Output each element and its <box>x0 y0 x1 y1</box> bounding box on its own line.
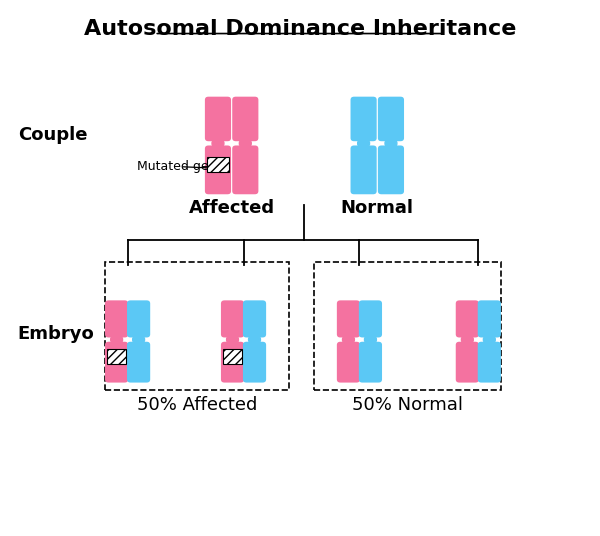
FancyBboxPatch shape <box>478 342 501 383</box>
Text: Embryo: Embryo <box>17 325 94 343</box>
FancyBboxPatch shape <box>378 96 404 141</box>
Text: 50% Affected: 50% Affected <box>137 396 257 414</box>
Text: Affected: Affected <box>188 199 275 217</box>
FancyBboxPatch shape <box>221 342 244 383</box>
FancyBboxPatch shape <box>337 300 360 338</box>
Bar <box>207 157 229 172</box>
Circle shape <box>461 334 473 345</box>
Circle shape <box>385 138 397 148</box>
FancyBboxPatch shape <box>105 300 128 338</box>
Text: Normal: Normal <box>341 199 414 217</box>
FancyBboxPatch shape <box>456 342 479 383</box>
FancyBboxPatch shape <box>243 300 266 338</box>
FancyBboxPatch shape <box>105 342 128 383</box>
FancyBboxPatch shape <box>337 342 360 383</box>
Circle shape <box>110 334 122 345</box>
Circle shape <box>484 334 495 345</box>
Circle shape <box>248 334 260 345</box>
Circle shape <box>358 138 370 148</box>
FancyBboxPatch shape <box>232 96 259 141</box>
Circle shape <box>364 334 376 345</box>
FancyBboxPatch shape <box>243 342 266 383</box>
Text: Autosomal Dominance Inheritance: Autosomal Dominance Inheritance <box>84 19 516 39</box>
Circle shape <box>227 334 238 345</box>
Circle shape <box>343 334 355 345</box>
FancyBboxPatch shape <box>232 145 259 194</box>
FancyBboxPatch shape <box>456 300 479 338</box>
FancyBboxPatch shape <box>378 145 404 194</box>
FancyBboxPatch shape <box>205 145 231 194</box>
Text: Mutated gene: Mutated gene <box>137 160 224 173</box>
FancyBboxPatch shape <box>350 96 377 141</box>
Circle shape <box>212 138 224 148</box>
Bar <box>107 349 126 364</box>
Bar <box>223 349 242 364</box>
FancyBboxPatch shape <box>478 300 501 338</box>
FancyBboxPatch shape <box>359 342 382 383</box>
FancyBboxPatch shape <box>359 300 382 338</box>
Circle shape <box>133 334 145 345</box>
FancyBboxPatch shape <box>127 342 150 383</box>
Text: Couple: Couple <box>17 126 87 144</box>
Bar <box>314 262 501 390</box>
FancyBboxPatch shape <box>350 145 377 194</box>
FancyBboxPatch shape <box>205 96 231 141</box>
FancyBboxPatch shape <box>221 300 244 338</box>
Text: 50% Normal: 50% Normal <box>352 396 463 414</box>
Bar <box>105 262 289 390</box>
FancyBboxPatch shape <box>127 300 150 338</box>
Circle shape <box>239 138 251 148</box>
